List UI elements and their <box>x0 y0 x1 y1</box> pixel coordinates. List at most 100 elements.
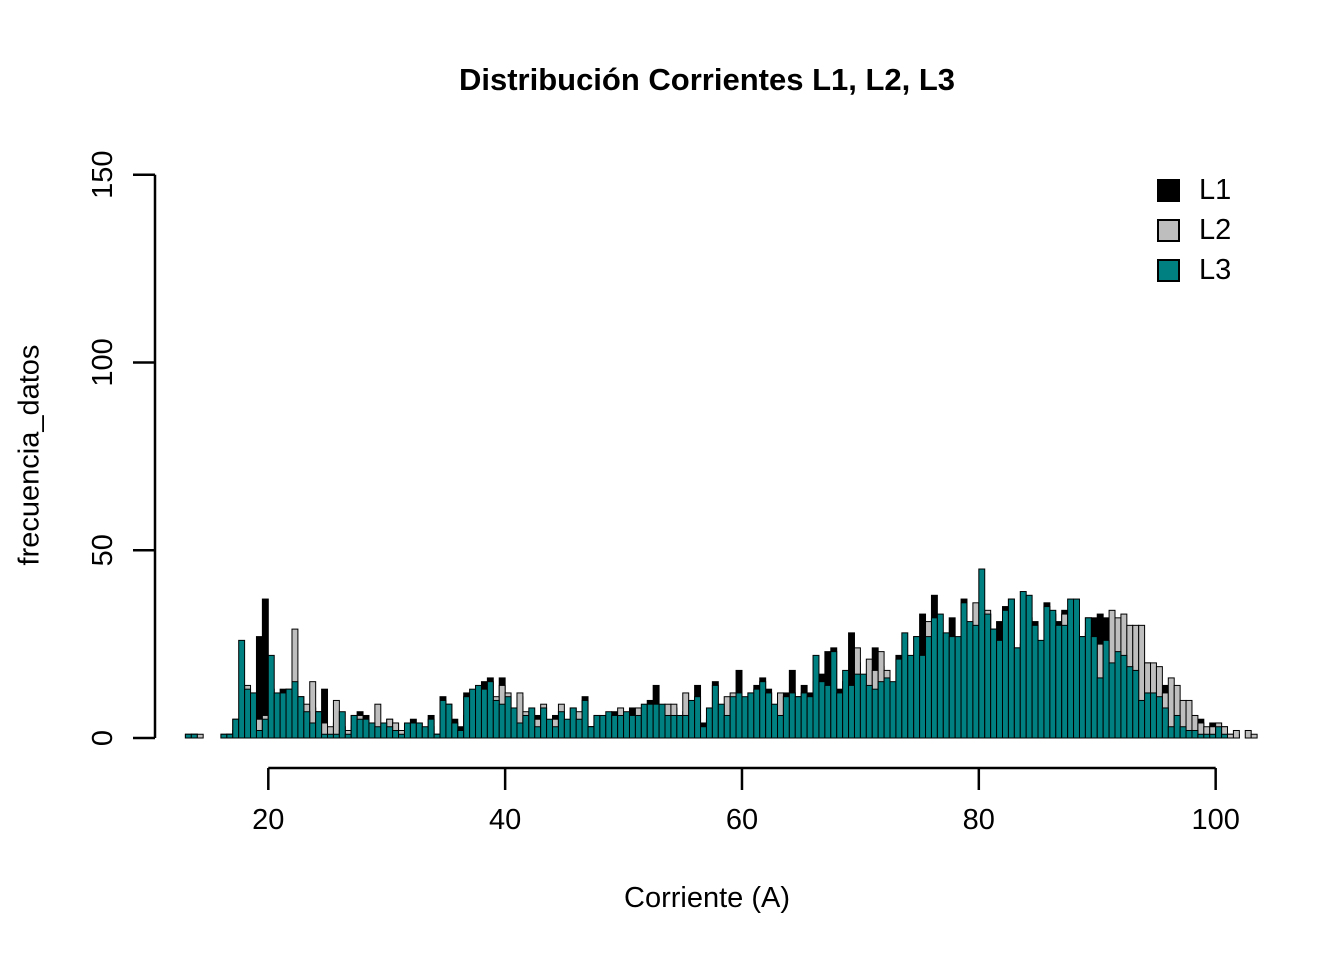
histogram-bar-l3 <box>510 707 518 739</box>
histogram-bar-l3 <box>1150 692 1157 739</box>
histogram-bar-l2 <box>1227 733 1234 739</box>
histogram-bar-l3 <box>457 729 465 739</box>
histogram-bar-l3 <box>1061 624 1069 739</box>
histogram-bar-l3 <box>338 711 346 739</box>
histogram-bar-l3 <box>824 684 832 739</box>
histogram-bar-l3 <box>830 651 838 739</box>
legend-swatch-l1 <box>1157 179 1180 202</box>
histogram-bar-l3 <box>954 636 962 739</box>
histogram-bar-l3 <box>599 714 607 739</box>
histogram-bar-l3 <box>889 681 897 739</box>
histogram-bar-l3 <box>534 726 542 739</box>
histogram-bar-l2 <box>332 699 340 739</box>
histogram-bar-l3 <box>705 707 713 739</box>
histogram-bar-l3 <box>984 613 992 739</box>
histogram-bar-l3 <box>853 673 861 739</box>
histogram-bar-l3 <box>1108 662 1116 739</box>
histogram-bar-l3 <box>913 636 921 739</box>
histogram-bar-l3 <box>238 639 246 739</box>
histogram-bar-l3 <box>777 714 784 739</box>
histogram-bar-l3 <box>948 636 956 739</box>
histogram-bar-l3 <box>1025 594 1033 739</box>
histogram-bar-l3 <box>1161 707 1169 739</box>
histogram-bar-l3 <box>611 714 619 739</box>
histogram-bar-l3 <box>623 711 630 739</box>
histogram-bar-l3 <box>463 696 471 739</box>
histogram-bar-l3 <box>1126 666 1134 739</box>
histogram-bar-l3 <box>492 699 500 739</box>
histogram-bar-l3 <box>836 692 844 739</box>
histogram-bar-l3 <box>421 726 429 739</box>
histogram-bar-l3 <box>895 658 903 739</box>
histogram-bar-l3 <box>250 692 257 739</box>
histogram-bar-l3 <box>1197 733 1205 739</box>
histogram-bar-l3 <box>244 688 252 739</box>
histogram-bar-l3 <box>990 628 998 739</box>
histogram-bar-l3 <box>1173 714 1181 739</box>
histogram-bar-l3 <box>960 602 968 739</box>
histogram-bar-l3 <box>1221 733 1229 739</box>
histogram-bar-l3 <box>794 696 802 739</box>
x-axis-title: Corriente (A) <box>624 882 790 914</box>
histogram-bar-l3 <box>782 696 790 739</box>
histogram-bar-l2 <box>1250 733 1258 739</box>
histogram-bar-l3 <box>682 714 690 739</box>
histogram-bar-l3 <box>996 639 1004 739</box>
histogram-bar-l3 <box>392 729 400 739</box>
histogram-bar-l3 <box>374 726 382 739</box>
histogram-bar-l3 <box>936 613 944 739</box>
histogram-bar-l3 <box>800 692 808 739</box>
histogram-bar-l3 <box>350 714 358 739</box>
histogram-bar-l3 <box>1167 726 1175 739</box>
legend-label-l1: L1 <box>1199 174 1232 206</box>
histogram-bar-l3 <box>729 696 737 739</box>
histogram-bar-l3 <box>344 733 352 739</box>
histogram-bar-l3 <box>1078 636 1086 739</box>
histogram-bar-l3 <box>664 714 672 739</box>
histogram-bar-l3 <box>907 654 915 739</box>
histogram-bar-l2 <box>1244 729 1252 739</box>
histogram-bar-l3 <box>753 688 761 739</box>
histogram-bar-l3 <box>1073 598 1080 739</box>
histogram-bar-l3 <box>1037 639 1045 739</box>
histogram-bar-l3 <box>321 733 329 739</box>
histogram-bar-l3 <box>818 681 826 739</box>
histogram-bar-l3 <box>475 684 482 739</box>
histogram-bar-l3 <box>1155 696 1163 739</box>
legend-item-l1: L1 <box>1157 176 1231 205</box>
histogram-bar-l3 <box>226 733 234 739</box>
histogram-bar-l3 <box>978 568 986 739</box>
x-tick-label: 60 <box>726 804 758 836</box>
histogram-bar-l3 <box>403 722 411 739</box>
histogram-bar-l3 <box>575 718 583 739</box>
histogram-bar-l3 <box>356 718 364 739</box>
histogram-bar-l3 <box>652 703 660 739</box>
histogram-bar-l3 <box>593 714 601 739</box>
legend-swatch-l2 <box>1157 219 1180 242</box>
histogram-bar-l3 <box>522 714 530 739</box>
histogram-bar-l3 <box>788 692 796 739</box>
histogram-bar-l3 <box>445 703 453 739</box>
histogram-bar-l2 <box>1232 729 1240 739</box>
histogram-bar-l3 <box>877 681 885 739</box>
histogram-bar-l3 <box>480 688 488 739</box>
legend: L1 L2 L3 <box>1157 176 1231 285</box>
histogram-bar-l3 <box>427 718 435 739</box>
histogram-bar-l3 <box>1055 624 1063 739</box>
histogram-bar-l3 <box>587 726 595 739</box>
histogram-bar-l3 <box>848 684 855 739</box>
histogram-bar-l3 <box>1114 651 1122 739</box>
legend-swatch-l3 <box>1157 259 1180 282</box>
histogram-bar-l3 <box>919 654 927 739</box>
histogram-bar-l3 <box>646 703 654 739</box>
y-tick-label: 0 <box>87 730 119 746</box>
histogram-bar-l3 <box>451 722 459 739</box>
histogram-bar-l3 <box>700 726 707 739</box>
histogram-bar-l3 <box>1132 669 1140 739</box>
histogram-bar-l3 <box>303 711 311 739</box>
histogram-bar-l3 <box>1209 733 1217 739</box>
histogram-bar-l3 <box>433 733 441 739</box>
histogram-bar-l3 <box>552 726 559 739</box>
histogram-bar-l3 <box>332 733 340 739</box>
